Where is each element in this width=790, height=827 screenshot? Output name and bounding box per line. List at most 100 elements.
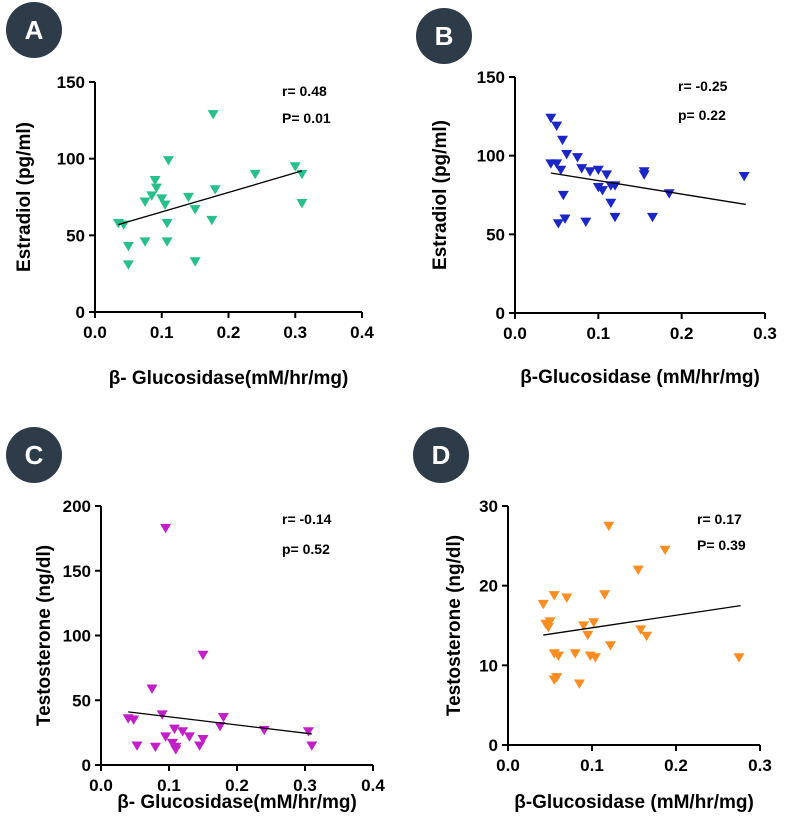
data-point	[552, 219, 564, 229]
data-point	[122, 260, 134, 270]
y-tick-label: 150	[477, 68, 505, 87]
correlation-r: r= -0.14	[282, 511, 332, 527]
data-point	[197, 734, 209, 745]
data-point	[177, 727, 189, 737]
data-point	[572, 153, 583, 163]
data-point	[139, 237, 151, 247]
data-point	[189, 205, 201, 215]
y-tick-label: 50	[72, 691, 91, 710]
data-point	[209, 185, 221, 195]
data-point	[601, 170, 613, 180]
correlation-p: P= 0.39	[697, 537, 746, 553]
y-tick-label: 0	[489, 736, 498, 755]
data-point	[139, 197, 151, 207]
data-point	[582, 630, 594, 641]
y-tick-label: 0	[496, 304, 505, 323]
y-axis-title: Estradiol (pg/ml)	[14, 122, 35, 272]
data-point	[551, 159, 563, 169]
panel-badge-label: B	[435, 21, 454, 51]
data-point	[289, 162, 301, 172]
data-point	[146, 684, 158, 694]
y-tick-label: 20	[479, 577, 498, 596]
data-point	[561, 149, 573, 160]
data-point	[738, 171, 750, 182]
data-point	[194, 741, 206, 751]
data-point	[592, 165, 604, 176]
data-point	[128, 715, 140, 725]
data-point	[542, 622, 554, 633]
panel-badge-label: C	[25, 440, 44, 470]
data-point	[733, 653, 745, 663]
data-point	[635, 625, 647, 635]
x-tick-label: 0.2	[225, 776, 249, 795]
x-tick-label: 0.3	[748, 756, 772, 775]
data-point	[548, 591, 560, 601]
data-point	[559, 214, 571, 224]
regression-line	[128, 711, 312, 735]
y-tick-label: 0	[76, 303, 85, 322]
data-point	[156, 194, 168, 204]
data-point	[207, 110, 219, 120]
data-point	[569, 649, 581, 659]
data-point	[638, 170, 650, 180]
data-point	[189, 257, 201, 267]
x-tick-label: 0.4	[361, 776, 385, 795]
panel-badge	[413, 427, 469, 483]
data-point	[183, 732, 195, 742]
data-point	[249, 169, 261, 180]
x-tick-label: 0.2	[670, 324, 694, 343]
data-point	[599, 590, 611, 600]
y-tick-label: 200	[63, 497, 91, 516]
y-tick-label: 50	[486, 225, 505, 244]
data-point	[603, 521, 615, 532]
data-point	[544, 617, 556, 627]
panel-badge-label: D	[432, 440, 451, 470]
data-point	[168, 724, 180, 734]
y-tick-label: 0	[82, 756, 91, 775]
x-tick-label: 0.0	[89, 776, 113, 795]
data-point	[605, 198, 617, 209]
y-tick-label: 150	[57, 73, 85, 92]
data-point	[146, 191, 158, 201]
correlation-r: r= 0.48	[282, 83, 327, 99]
data-point	[557, 135, 568, 146]
data-point	[589, 653, 601, 663]
data-point	[584, 167, 596, 177]
data-point	[182, 192, 194, 203]
data-point	[580, 217, 592, 227]
data-point	[160, 732, 172, 742]
data-point	[552, 651, 564, 661]
data-point	[149, 742, 161, 753]
x-tick-label: 0.0	[503, 324, 527, 343]
correlation-r: r= -0.25	[678, 78, 728, 94]
x-tick-label: 0.1	[150, 323, 174, 342]
data-point	[548, 675, 560, 685]
x-axis-title: β- Glucosidase(mM/hr/mg)	[109, 368, 349, 389]
x-tick-label: 0.3	[283, 323, 307, 342]
data-point	[576, 164, 588, 174]
data-point	[537, 599, 549, 610]
data-point	[122, 241, 134, 252]
x-tick-label: 0.3	[753, 324, 777, 343]
data-point	[609, 212, 621, 223]
data-point	[557, 190, 569, 201]
panel-badge	[416, 8, 472, 64]
data-point	[588, 618, 600, 628]
panel-badge-label: A	[25, 15, 44, 45]
data-point	[162, 156, 174, 166]
data-point	[161, 218, 173, 229]
x-tick-label: 0.2	[217, 323, 241, 342]
data-point	[197, 650, 209, 661]
panel-badge	[6, 427, 62, 483]
data-point	[131, 741, 143, 751]
correlation-r: r= 0.17	[697, 511, 742, 527]
data-point	[578, 621, 590, 631]
panel-a: A 0.0 0.1 0.2 0.3 0.4 0 50 100 150 Estradiol (pg/m…	[6, 2, 374, 389]
data-point	[170, 745, 182, 755]
data-point	[555, 165, 567, 176]
y-tick-label: 150	[63, 562, 91, 581]
data-point	[161, 237, 173, 247]
data-point	[604, 641, 616, 651]
regression-line	[550, 172, 746, 206]
x-tick-label: 0.0	[83, 323, 107, 342]
